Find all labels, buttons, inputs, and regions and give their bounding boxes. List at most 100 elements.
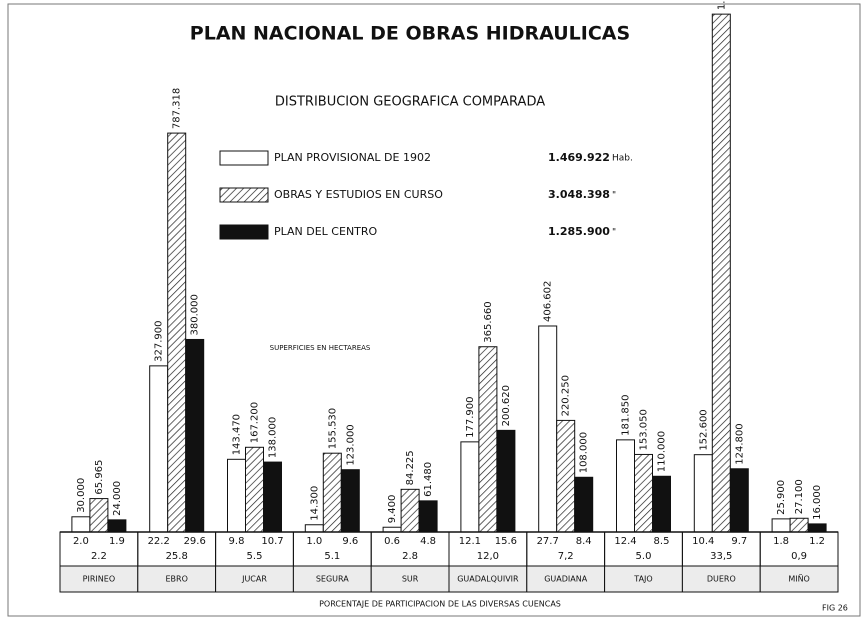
bar xyxy=(729,468,749,533)
percent-label: 9.8 xyxy=(229,536,245,547)
bar xyxy=(340,469,360,533)
bar xyxy=(807,523,827,533)
bar xyxy=(574,476,594,533)
percent-label: 1.8 xyxy=(773,536,789,547)
legend-unit: Hab. xyxy=(612,154,633,164)
legend-unit: " xyxy=(612,191,616,201)
value-label: 327.900 xyxy=(154,321,165,362)
bar xyxy=(89,498,109,533)
legend-label: PLAN PROVISIONAL DE 1902 xyxy=(274,151,431,164)
value-label: 181.850 xyxy=(621,395,632,436)
frame xyxy=(7,3,861,617)
legend-swatch xyxy=(219,187,269,203)
value-label: 406.602 xyxy=(543,281,554,322)
bar xyxy=(71,516,91,533)
bar xyxy=(418,500,438,533)
category-cell xyxy=(681,565,761,593)
chart-title: PLAN NACIONAL DE OBRAS HIDRAULICAS xyxy=(190,23,630,45)
x-tick-label: GUADALQUIVIR xyxy=(457,575,519,584)
bar xyxy=(460,441,480,533)
percent-label: 8.4 xyxy=(576,536,592,547)
bar xyxy=(711,13,731,533)
value-label: 16.000 xyxy=(812,485,823,520)
value-label: 143.470 xyxy=(232,414,243,455)
value-label: 365.660 xyxy=(483,301,494,342)
legend-label: OBRAS Y ESTUDIOS EN CURSO xyxy=(274,188,443,201)
value-label: 200.620 xyxy=(501,385,512,426)
bar xyxy=(652,475,671,533)
value-label: 9.400 xyxy=(387,495,398,524)
bar xyxy=(616,439,635,533)
legend-label: PLAN DEL CENTRO xyxy=(274,225,378,238)
percent-label: 5.0 xyxy=(636,551,652,562)
bar xyxy=(496,429,516,533)
value-label: 108.000 xyxy=(579,432,590,473)
percent-label: 29.6 xyxy=(184,536,206,547)
value-label: 220.250 xyxy=(561,375,572,416)
category-cell xyxy=(448,565,528,593)
bar xyxy=(556,419,576,533)
value-label: 24.000 xyxy=(112,481,123,516)
percent-label: 0,9 xyxy=(791,551,807,562)
value-label: 25.900 xyxy=(776,480,787,515)
legend-swatch xyxy=(219,150,269,166)
percent-label: 4.8 xyxy=(420,536,436,547)
percent-label: 2.8 xyxy=(402,551,418,562)
x-tick-label: PIRINEO xyxy=(83,575,115,584)
bar xyxy=(538,325,558,533)
value-label: 61.480 xyxy=(423,462,434,497)
x-tick-label: GUADIANA xyxy=(544,575,588,584)
x-tick-label: SEGURA xyxy=(316,575,349,584)
value-label: 14.300 xyxy=(309,486,320,521)
bar xyxy=(634,453,653,533)
percent-label: 9.6 xyxy=(342,536,358,547)
value-label: 1.022.100 xyxy=(716,0,727,10)
bar xyxy=(107,519,127,533)
x-tick-label: JUCAR xyxy=(241,575,267,584)
value-label: 124.800 xyxy=(734,423,745,464)
bar xyxy=(263,461,282,533)
legend-swatch xyxy=(219,224,269,240)
bar xyxy=(167,132,187,533)
x-tick-label: TAJO xyxy=(633,575,652,584)
category-cell xyxy=(137,565,217,593)
percent-label: 12.4 xyxy=(614,536,636,547)
value-label: 30.000 xyxy=(76,478,87,513)
percent-label: 5.5 xyxy=(247,551,263,562)
x-tick-label: DUERO xyxy=(707,575,736,584)
percent-label: 33,5 xyxy=(710,551,732,562)
value-label: 177.900 xyxy=(465,397,476,438)
bar xyxy=(185,338,205,533)
category-cell xyxy=(526,565,606,593)
percent-label: 10.7 xyxy=(261,536,283,547)
percent-label: 9.7 xyxy=(731,536,747,547)
chart-subtitle: DISTRIBUCION GEOGRAFICA COMPARADA xyxy=(275,95,545,110)
percent-label: 22.2 xyxy=(148,536,170,547)
bar xyxy=(400,488,420,533)
value-label: 167.200 xyxy=(250,402,261,443)
legend-total: 3.048.398 xyxy=(548,188,610,201)
value-label: 153.050 xyxy=(639,409,650,450)
legend-total: 1.469.922 xyxy=(548,151,610,164)
value-label: 787.318 xyxy=(172,88,183,129)
bar xyxy=(149,365,169,533)
percent-label: 27.7 xyxy=(537,536,559,547)
percent-label: 12.1 xyxy=(459,536,481,547)
bar xyxy=(771,518,791,533)
bar xyxy=(227,458,246,533)
category-cell xyxy=(759,565,839,593)
legend-total: 1.285.900 xyxy=(548,225,610,238)
annotation: SUPERFICIES EN HECTAREAS xyxy=(270,344,371,352)
percent-label: 12,0 xyxy=(477,551,499,562)
bar xyxy=(304,524,324,533)
percent-label: 1.2 xyxy=(809,536,825,547)
value-label: 123.000 xyxy=(345,424,356,465)
percent-label: 2.0 xyxy=(73,536,89,547)
percent-label: 10.4 xyxy=(692,536,714,547)
percent-label: 25.8 xyxy=(166,551,188,562)
x-tick-label: EBRO xyxy=(165,575,187,584)
bar xyxy=(789,517,809,533)
percent-label: 8.5 xyxy=(654,536,670,547)
